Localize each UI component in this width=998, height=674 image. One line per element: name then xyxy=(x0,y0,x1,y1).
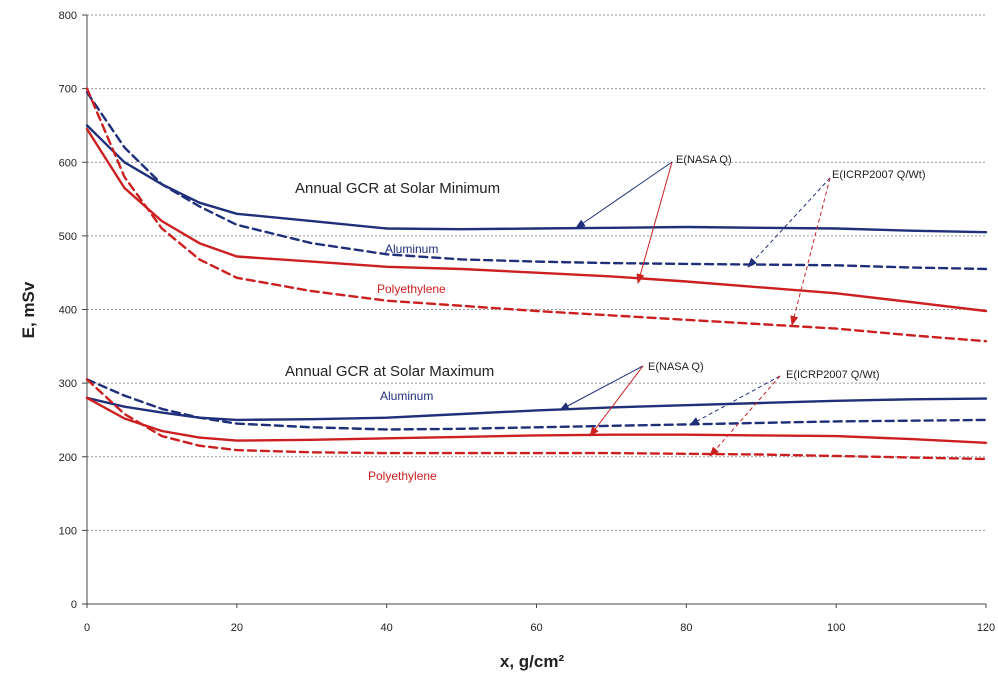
solar-max-title: Annual GCR at Solar Maximum xyxy=(285,363,494,380)
y-axis-title: E, mSv xyxy=(19,281,38,338)
x-axis-title: x, g/cm² xyxy=(500,652,565,671)
series-group xyxy=(87,89,986,459)
polyethylene-min-label: Polyethylene xyxy=(377,282,446,296)
y-tick-label: 100 xyxy=(59,525,77,537)
annotation-arrow xyxy=(792,178,830,325)
solar-min-title: Annual GCR at Solar Minimum xyxy=(295,180,500,197)
x-tick-label: 60 xyxy=(530,622,542,634)
icrp-min-label: E(ICRP2007 Q/Wt) xyxy=(832,169,926,181)
annotation-arrow xyxy=(748,178,830,267)
x-tick-label: 80 xyxy=(680,622,692,634)
y-tick-label: 800 xyxy=(59,10,77,22)
icrp-max-label: E(ICRP2007 Q/Wt) xyxy=(786,369,880,381)
series-line-4 xyxy=(87,89,986,342)
y-tick-label: 200 xyxy=(59,452,77,464)
y-tick-label: 500 xyxy=(59,231,77,243)
axes: 0 100 200 300 400 500 600 700 800 0 20 40 60 80 100 120 xyxy=(59,10,996,634)
series-line-6 xyxy=(87,379,986,429)
x-tick-label: 40 xyxy=(381,622,393,634)
aluminum-min-label: Aluminum xyxy=(385,242,438,256)
y-tick-label: 600 xyxy=(59,157,77,169)
x-tick-label: 0 xyxy=(84,622,90,634)
aluminum-max-label: Aluminum xyxy=(380,389,433,403)
y-tick-label: 0 xyxy=(71,599,77,611)
nasa-q-max-label: E(NASA Q) xyxy=(648,361,704,373)
x-tick-label: 20 xyxy=(231,622,243,634)
y-tick-label: 400 xyxy=(59,305,77,317)
annotation-arrow xyxy=(576,162,672,228)
nasa-q-min-label: E(NASA Q) xyxy=(676,154,732,166)
annotation-arrow xyxy=(710,376,780,456)
polyethylene-max-label: Polyethylene xyxy=(368,469,437,483)
series-line-3 xyxy=(87,129,986,311)
annotation-arrow xyxy=(560,366,643,410)
x-tick-label: 120 xyxy=(977,622,995,634)
y-tick-label: 700 xyxy=(59,84,77,96)
series-line-5 xyxy=(87,398,986,420)
x-tick-label: 100 xyxy=(827,622,845,634)
y-tick-label: 300 xyxy=(59,378,77,390)
